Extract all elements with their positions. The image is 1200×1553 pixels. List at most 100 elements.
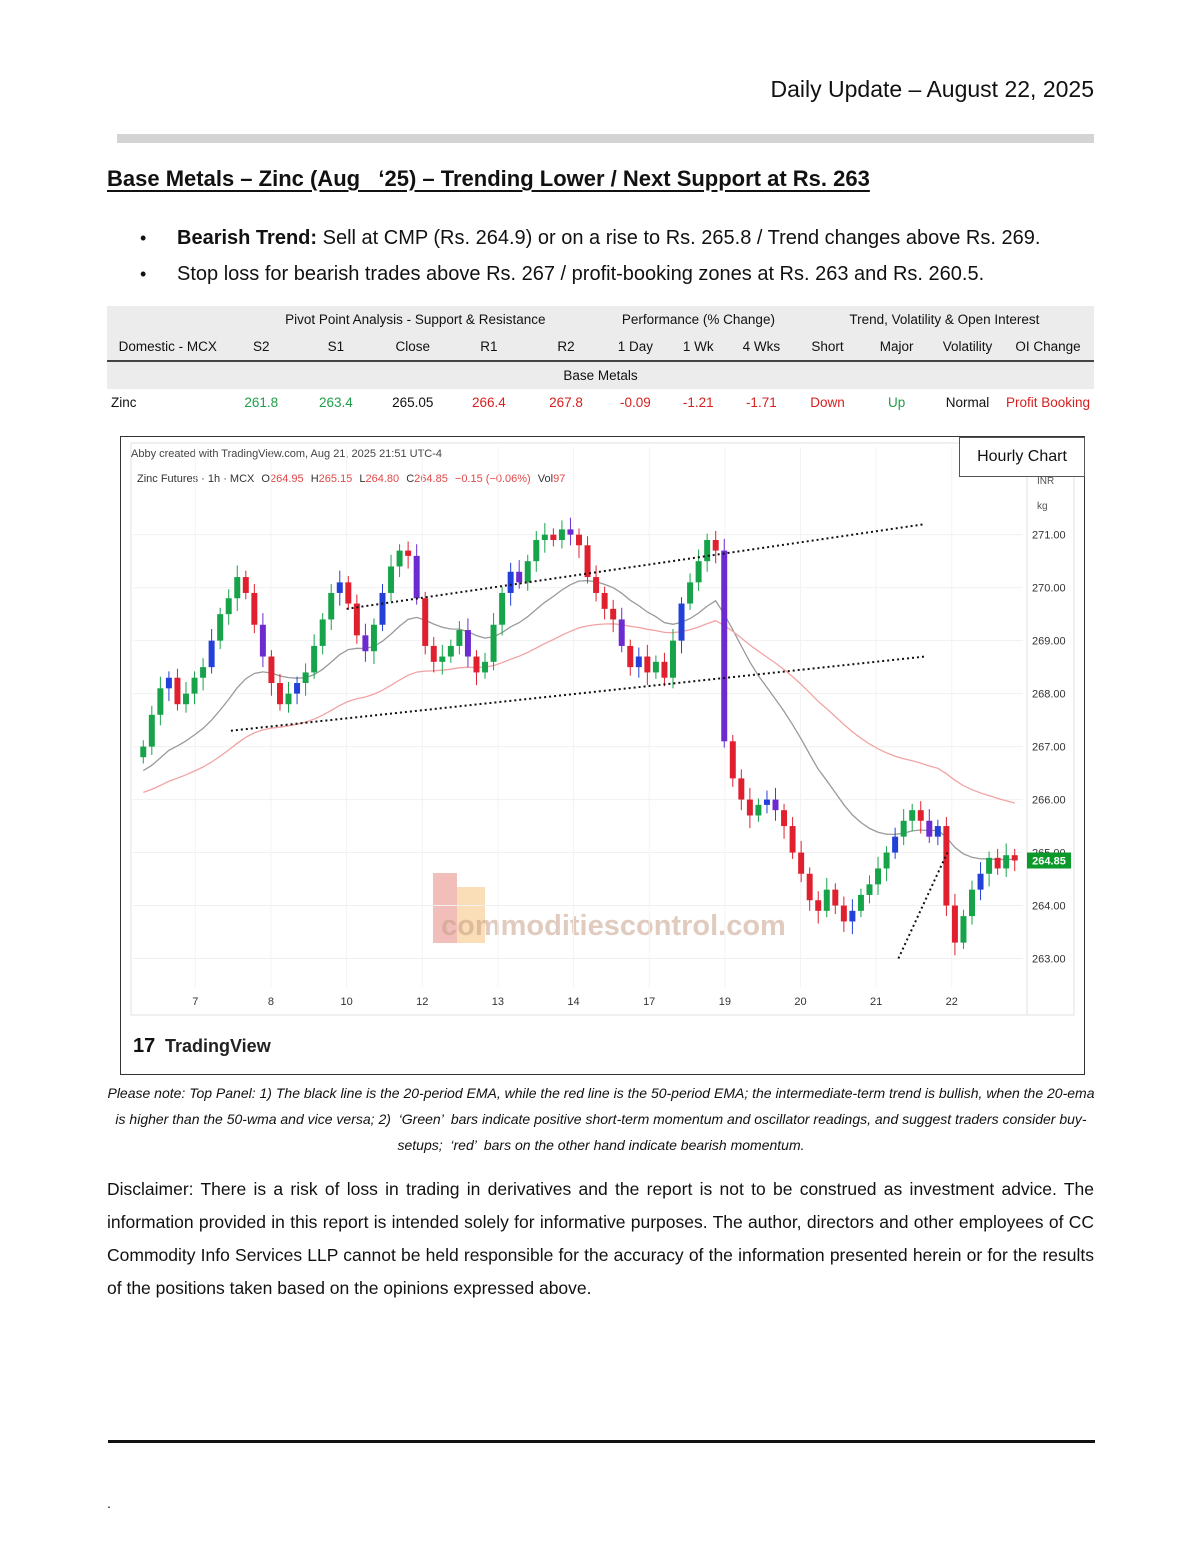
table-header-row: Domestic - MCX S2 S1 Close R1 R2 1 Day 1… [107,333,1094,362]
candle-body [524,561,531,583]
candle-body [1003,855,1010,869]
candle-body [336,582,343,593]
group-performance: Performance (% Change) [602,306,795,333]
candle-body [430,645,437,662]
trendline [230,655,926,732]
ohlc-high: 265.15 [319,473,353,485]
ema-lines [142,579,1015,861]
cell-volatility: Normal [945,395,990,410]
y-tick-label: 264.00 [1032,901,1066,913]
candle-body [926,820,933,837]
cell-1wk: -1.21 [682,395,714,410]
candle-body [294,683,301,694]
candle-body [370,624,377,652]
cell-1day: -0.09 [619,395,651,410]
cell-short: Down [810,395,845,410]
candle-body [259,624,266,657]
candle-body [815,900,822,911]
candle-body [883,852,890,869]
candle-body [687,582,694,604]
unit-weight: kg [1037,501,1048,512]
bullet-text: Sell at CMP (Rs. 264.9) or on a rise to … [317,227,1041,249]
x-tick-label: 19 [719,996,731,1008]
ohlc-change: −0.15 (−0.06%) [455,473,531,485]
candle-body [934,826,941,837]
col-header: Short [794,333,861,362]
candle-body [413,555,420,599]
candle-body [635,656,642,668]
trendlines [230,523,949,959]
unit-currency: INR [1037,476,1054,487]
candle-body [456,630,463,646]
candle-body [362,635,369,652]
candle-body [140,746,147,758]
table-section-row: Base Metals [107,361,1094,389]
report-date: Daily Update – August 22, 2025 [770,76,1094,102]
candle-body [994,857,1001,869]
candle-body [746,799,753,816]
bullet-item: • Stop loss for bearish trades above Rs. … [140,256,1040,292]
ohlc-h-label: H [311,473,319,485]
candle-body [447,645,454,657]
candle-body [772,799,779,811]
candle-body [157,688,164,715]
candle-body [285,693,292,705]
candle-body [857,894,864,911]
candle-body [311,645,318,673]
candle-body [405,550,412,556]
watermark-text: commoditiescontrol.com [441,910,786,942]
candle-body [986,857,993,874]
tradingview-brand: 17 TradingView [133,1035,272,1057]
candle-body [268,656,275,684]
candle-body [763,799,770,805]
x-tick-label: 12 [416,996,428,1008]
candle-body [849,910,856,922]
ohlc-volume: 97 [553,473,565,485]
candle-body [584,545,591,578]
chart-symbol: Zinc Futures · 1h · MCX O264.95 H265.15 … [137,473,565,485]
candle-body [892,836,899,853]
candle-body [490,624,497,662]
candle-body [302,672,309,684]
candle-body [1011,855,1018,861]
x-tick-label: 20 [794,996,806,1008]
ohlc-low: 264.80 [366,473,400,485]
y-tick-label: 263.00 [1032,954,1066,966]
candle-body [379,592,386,625]
watermark-icon [433,873,457,943]
candle-body [388,566,395,593]
ohlc-vol-label: Vol [538,473,553,485]
candle-body [499,592,506,625]
candle-body [917,810,924,821]
candle-body [875,868,882,885]
candle-body [183,693,189,705]
x-tick-label: 14 [567,996,579,1008]
x-tick-label: 8 [268,996,274,1008]
cell-4wks: -1.71 [745,395,777,410]
candle-body [977,873,984,890]
candle-body [242,577,249,593]
bullet-icon: • [140,228,147,248]
report-title: Base Metals – Zinc (Aug ‘25) – Trending … [107,166,870,191]
ohlc-o-label: O [261,473,270,485]
candle-body [593,577,600,593]
group-blank [107,306,229,333]
candle-body [627,645,634,668]
bullet-icon: • [140,264,147,284]
candle-body [755,804,762,816]
bullet-text: Stop loss for bearish trades above Rs. 2… [177,263,985,285]
tradingview-brand-text: TradingView [165,1036,272,1056]
price-axis-unit: INR kg [1037,476,1054,512]
candle-body [276,683,283,705]
last-price-label: 264.85 [1032,856,1066,868]
candle-body [789,826,796,853]
y-tick-label: 269.00 [1032,636,1066,648]
candle-body [644,656,651,673]
cell-r1: 266.4 [471,395,506,410]
candle-body [798,852,805,874]
candle-body [191,677,198,694]
candle-body [567,529,574,535]
ohlc-l-label: L [359,473,365,485]
bullet-item: • Bearish Trend: Sell at CMP (Rs. 264.9) … [140,220,1040,256]
candle-body [678,603,685,641]
